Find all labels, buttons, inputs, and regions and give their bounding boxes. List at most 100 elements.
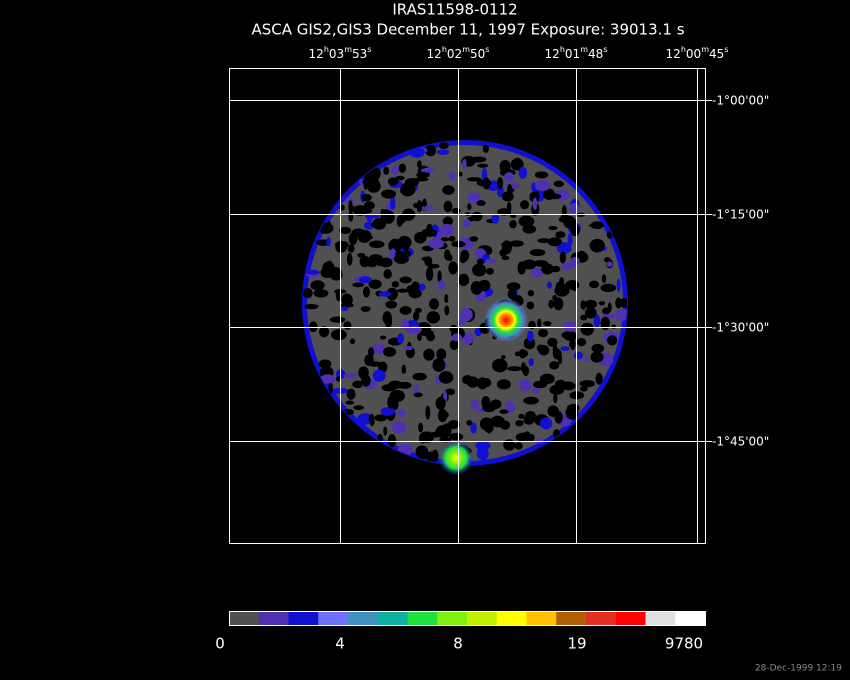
noise-blob xyxy=(480,377,492,388)
noise-blob xyxy=(429,298,440,310)
noise-blob xyxy=(348,232,358,246)
colorbar-segment xyxy=(467,611,498,625)
noise-blob xyxy=(458,273,470,287)
colorbar-segment xyxy=(318,611,349,625)
ra-value: 12 xyxy=(666,47,681,61)
noise-blob xyxy=(379,257,393,268)
noise-blob xyxy=(435,425,452,439)
noise-blob xyxy=(607,335,618,346)
colorbar-segment xyxy=(675,611,706,625)
noise-blob xyxy=(520,362,526,373)
noise-blob xyxy=(567,232,573,247)
noise-blob xyxy=(555,231,566,239)
noise-blob xyxy=(461,332,474,345)
noise-blob xyxy=(518,348,527,359)
noise-blob xyxy=(539,417,553,430)
noise-blob xyxy=(366,214,373,223)
noise-blob xyxy=(343,321,352,330)
noise-blob xyxy=(360,306,371,312)
noise-blob xyxy=(522,224,537,234)
noise-blob xyxy=(423,348,435,361)
noise-blob xyxy=(509,220,517,229)
noise-blob xyxy=(449,170,456,181)
noise-blob xyxy=(527,290,535,297)
noise-blob xyxy=(472,263,487,277)
noise-blob xyxy=(340,302,354,308)
noise-blob xyxy=(387,433,397,448)
noise-blob xyxy=(348,210,354,222)
noise-blob xyxy=(518,215,535,228)
ra-value: 00 xyxy=(686,47,701,61)
ra-value: 50 xyxy=(470,47,485,61)
noise-blob xyxy=(563,321,577,332)
noise-blob xyxy=(555,382,561,393)
noise-blob xyxy=(368,413,375,424)
noise-blob xyxy=(526,330,534,342)
noise-blob xyxy=(335,240,349,249)
noise-blob xyxy=(529,191,542,199)
colorbar-segment xyxy=(377,611,408,625)
noise-blob xyxy=(481,395,491,409)
noise-blob xyxy=(507,366,522,372)
noise-blob xyxy=(553,180,565,188)
ra-unit: h xyxy=(442,45,447,54)
noise-blob xyxy=(514,157,521,162)
ra-unit: s xyxy=(367,45,371,54)
noise-blob xyxy=(507,184,513,197)
noise-blob xyxy=(393,254,409,264)
noise-blob xyxy=(590,351,604,363)
noise-blob xyxy=(549,361,560,370)
noise-blob xyxy=(451,207,461,214)
noise-blob xyxy=(577,250,587,258)
noise-blob xyxy=(485,258,497,264)
noise-blob xyxy=(425,144,437,157)
noise-blob xyxy=(538,344,550,356)
noise-blob xyxy=(529,248,546,257)
noise-blob xyxy=(501,241,513,248)
noise-blob xyxy=(556,283,566,289)
colorbar-segment xyxy=(348,611,379,625)
subtitle: ASCA GIS2,GIS3 December 11, 1997 Exposur… xyxy=(251,21,684,39)
noise-blob xyxy=(476,179,492,187)
colorbar-segment xyxy=(586,611,617,625)
noise-blob xyxy=(392,399,399,411)
noise-blob xyxy=(346,388,356,400)
noise-blob xyxy=(616,278,621,292)
noise-blob xyxy=(510,158,524,171)
noise-blob xyxy=(601,274,607,284)
ra-unit: s xyxy=(724,45,728,54)
noise-blob xyxy=(569,203,580,214)
noise-blob xyxy=(426,311,440,324)
noise-blob xyxy=(388,380,403,390)
dec-tick-label: -1°30'00" xyxy=(712,321,769,335)
noise-blob xyxy=(352,282,365,288)
dec-tick-label: -1°45'00" xyxy=(712,435,769,449)
noise-blob xyxy=(363,179,368,190)
noise-blob xyxy=(486,267,494,275)
noise-blob xyxy=(611,324,617,329)
noise-blob xyxy=(318,359,332,369)
noise-blob xyxy=(532,197,538,210)
noise-blob xyxy=(589,238,605,253)
noise-blob xyxy=(394,251,407,257)
noise-blob xyxy=(416,450,431,460)
noise-blob xyxy=(497,208,512,216)
noise-blob xyxy=(570,256,580,267)
noise-blob xyxy=(361,374,371,387)
colorbar-label: 9780 xyxy=(665,635,703,653)
noise-blob xyxy=(403,345,413,351)
source xyxy=(438,440,474,476)
noise-blob xyxy=(469,236,479,242)
noise-blob xyxy=(436,231,443,240)
noise-blob xyxy=(491,213,500,224)
noise-blob xyxy=(347,244,355,253)
noise-blob xyxy=(437,280,445,291)
noise-blob xyxy=(399,189,415,194)
noise-blob xyxy=(580,386,588,392)
noise-blob xyxy=(339,226,352,235)
noise-blob xyxy=(496,379,511,390)
noise-blob xyxy=(320,374,336,384)
noise-blob xyxy=(554,410,563,424)
noise-blob xyxy=(409,146,425,158)
noise-blob xyxy=(368,240,385,249)
